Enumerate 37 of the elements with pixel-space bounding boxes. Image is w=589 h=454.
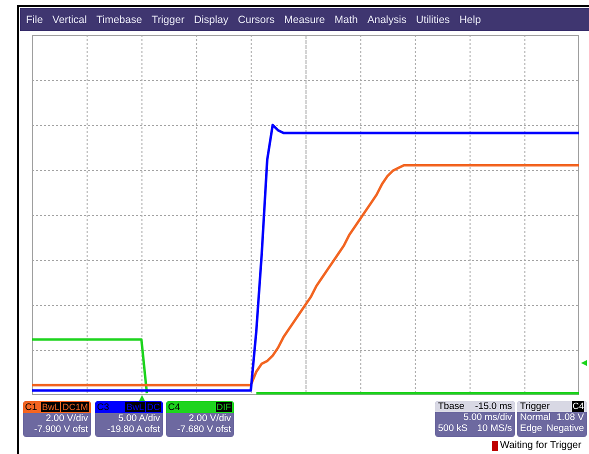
text: C4 bbox=[168, 402, 180, 412]
text: 5.00 A/div bbox=[117, 413, 161, 424]
text: 500 kS bbox=[438, 423, 468, 434]
text: 2.00 V/div bbox=[188, 413, 232, 424]
text: Measure bbox=[284, 14, 326, 26]
text: Trigger bbox=[152, 14, 184, 26]
text: 2.00 V/div bbox=[44, 413, 89, 424]
text: Help bbox=[459, 14, 481, 26]
text: -15.0 ms bbox=[475, 401, 512, 412]
text: BwL bbox=[125, 402, 145, 412]
text: DC1M bbox=[61, 402, 89, 412]
text: Cursors bbox=[238, 14, 275, 26]
text: -7.900 V ofst bbox=[33, 424, 89, 435]
text: 1.08 V bbox=[556, 412, 584, 423]
text: Timebase bbox=[96, 14, 142, 26]
text: Trigger bbox=[520, 401, 550, 412]
text: DC bbox=[146, 402, 161, 412]
text: Normal bbox=[520, 412, 551, 423]
series-label: C1 bbox=[25, 402, 38, 412]
text: Negative bbox=[546, 423, 584, 434]
text: 10 MS/s bbox=[477, 423, 512, 434]
text: C4 bbox=[572, 401, 584, 412]
text: Utilities bbox=[416, 14, 450, 26]
text: Display bbox=[194, 14, 228, 26]
text: Waiting for Trigger bbox=[500, 440, 582, 452]
text: File bbox=[26, 14, 43, 26]
text: Vertical bbox=[52, 14, 87, 26]
text: -19.80 A ofst bbox=[106, 424, 161, 435]
series-label: C3 bbox=[97, 402, 110, 412]
text: Math bbox=[334, 14, 358, 26]
text: 5.00 ms/div bbox=[463, 412, 512, 423]
text: Edge bbox=[520, 423, 542, 434]
text: DIF bbox=[216, 402, 232, 412]
text: Tbase bbox=[438, 401, 464, 412]
text: BwL bbox=[40, 402, 60, 412]
text: Analysis bbox=[367, 14, 406, 26]
text: -7.680 V ofst bbox=[176, 424, 232, 435]
